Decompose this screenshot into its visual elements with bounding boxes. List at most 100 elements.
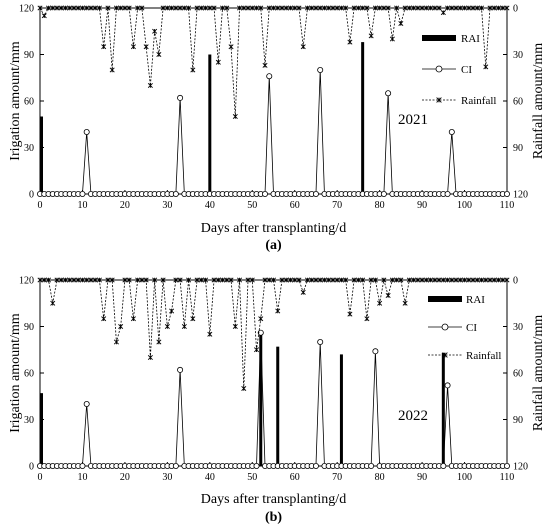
legend-ci-marker [441,323,449,331]
rainfall-marker [436,5,442,11]
rainfall-marker [45,277,52,283]
rainfall-marker [105,5,111,11]
rainfall-marker [67,5,73,11]
y-tick-label: 90 [24,322,34,333]
rainfall-marker [304,5,310,11]
rainfall-marker [152,277,158,283]
rainfall-marker [283,5,289,11]
y-axis-label: Irigation amount/mm [8,41,23,160]
x-tick-label: 60 [290,472,300,483]
rainfall-marker [381,5,387,11]
rainfall-marker [479,5,485,11]
ci-line [40,69,507,195]
rainfall-marker [338,277,344,283]
x-tick-label: 100 [457,472,472,483]
rainfall-marker [262,277,268,283]
rainfall-marker [169,5,175,11]
y2-tick-label: 90 [513,415,523,426]
rainfall-marker [419,5,425,11]
rainfall-marker [232,113,238,120]
rainfall-marker [198,5,204,11]
rainfall-marker [220,277,226,283]
rainfall-marker [113,339,119,345]
legend-rainfall-marker [436,97,442,103]
ci-marker [448,128,455,135]
ci-marker [83,128,90,135]
rainfall-marker [211,277,217,283]
rainfall-marker [287,5,294,11]
rainfall-marker [389,36,395,42]
rainfall-marker [215,59,221,65]
rainfall-marker [215,277,221,283]
rainfall-line [39,7,507,117]
x-tick-label: 20 [120,200,130,211]
rainfall-marker [258,316,264,322]
rainfall-marker [84,5,90,11]
rainfall-marker [317,5,323,11]
panel-a: 0 10 20 30 40 50 60 70 80 90 100 110 0 30 60 90 120 0 30 60… [8,4,546,254]
rainfall-marker [160,5,166,11]
rainfall-marker [394,5,400,11]
rainfall-marker [317,277,323,283]
rainfall-marker [207,5,213,11]
rainfall-marker [368,277,374,283]
rainfall-marker [470,277,476,283]
rainfall-marker [92,5,98,11]
rainfall-marker [360,277,366,283]
rainfall-marker [385,292,391,299]
rainfall-marker [491,277,497,283]
rai-bar [40,393,43,466]
rainfall-marker [130,316,136,322]
rainfall-marker [164,5,170,11]
rainfall-marker [96,5,102,11]
x-tick-label: 50 [247,200,257,211]
rainfall-marker [457,5,463,11]
rainfall-marker [462,5,468,11]
rainfall-marker [313,5,319,11]
rainfall-marker [479,277,485,283]
rainfall-marker [292,5,298,11]
rainfall-marker [41,277,47,283]
rainfall-marker [164,323,170,330]
x-tick-label: 110 [500,200,515,211]
rainfall-marker [198,277,204,283]
ci-marker [317,67,324,74]
rainfall-marker [224,277,230,283]
y2-axis-label: Rainfall amount/mm [531,43,546,159]
rainfall-marker [228,277,234,283]
rainfall-marker [203,5,209,11]
rainfall-marker [423,277,429,283]
rainfall-marker [398,277,404,283]
rainfall-marker [71,5,77,11]
rainfall-marker [194,277,200,283]
rainfall-marker [84,277,90,283]
rainfall-marker [474,5,480,11]
rainfall-marker [343,5,349,11]
rainfall-marker [466,277,472,283]
rainfall-marker [88,5,94,11]
ci-marker [444,190,451,197]
rainfall-marker [487,277,493,283]
rainfall-marker [62,277,68,283]
rainfall-marker [147,82,153,89]
y-tick-label: 60 [24,369,34,380]
rainfall-marker [241,5,247,11]
rainfall-marker [495,5,502,11]
rainfall-marker [321,5,327,11]
rainfall-marker [169,308,175,314]
rainfall-marker [347,39,353,45]
rainfall-marker [428,277,434,283]
legend-rai-label: RAI [461,33,480,45]
rainfall-marker [296,277,302,283]
y-tick-label: 0 [29,462,34,473]
rainfall-marker [292,277,298,283]
rainfall-marker [122,5,128,11]
x-tick-label: 20 [120,472,130,483]
rainfall-marker [139,277,145,283]
rainfall-marker [381,277,387,283]
ci-marker [380,190,387,197]
rainfall-marker [334,5,340,11]
rainfall-marker [326,277,332,283]
rainfall-marker [296,5,302,11]
x-tick-label: 100 [457,200,472,211]
